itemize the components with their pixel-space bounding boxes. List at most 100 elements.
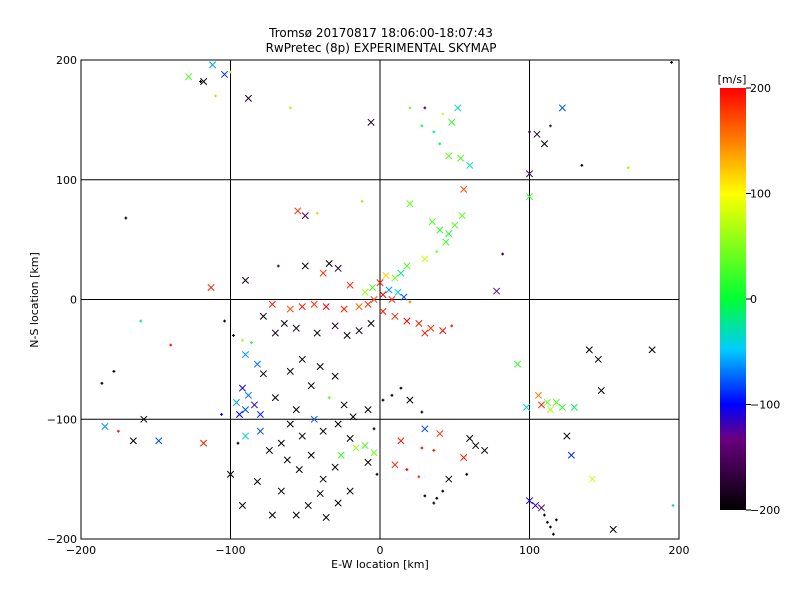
data-point <box>283 456 291 464</box>
data-point <box>626 166 630 170</box>
data-point <box>232 398 241 407</box>
data-point <box>241 338 244 342</box>
data-point <box>408 300 412 304</box>
data-point <box>435 496 439 500</box>
data-point <box>241 406 250 414</box>
data-point <box>316 489 324 498</box>
data-point <box>405 468 409 471</box>
data-point <box>408 106 412 110</box>
data-point <box>276 264 280 268</box>
data-point <box>259 312 267 320</box>
data-point <box>346 434 354 442</box>
data-point <box>439 327 447 335</box>
data-point <box>421 255 429 263</box>
y-tick-label: 200 <box>56 54 77 67</box>
data-point <box>549 525 552 529</box>
data-point <box>546 520 549 524</box>
data-point <box>442 238 450 246</box>
chart-title: Tromsø 20170817 18:06:00-18:07:43 <box>268 26 493 40</box>
data-point <box>525 497 534 505</box>
data-point <box>445 475 453 483</box>
data-point <box>472 442 480 450</box>
y-tick-label: 100 <box>56 174 77 187</box>
plot-frame <box>80 59 680 540</box>
data-point <box>397 269 405 277</box>
data-point <box>292 511 300 519</box>
data-point <box>253 360 261 368</box>
data-point <box>466 434 474 442</box>
data-point <box>397 437 405 445</box>
data-point <box>256 427 264 435</box>
data-point <box>390 393 394 397</box>
data-point <box>534 391 543 399</box>
data-point <box>460 185 468 193</box>
data-point <box>457 154 465 162</box>
data-point <box>528 130 531 134</box>
data-point <box>533 130 541 138</box>
data-point <box>379 307 387 316</box>
data-point <box>580 163 584 167</box>
data-point <box>220 70 229 78</box>
data-point <box>391 312 399 320</box>
data-point <box>268 300 276 308</box>
x-tick-label: −100 <box>215 544 245 557</box>
data-point <box>295 465 303 474</box>
colorbar-tick-label: 200 <box>750 82 771 95</box>
data-point <box>352 444 360 452</box>
data-point <box>116 429 120 433</box>
data-point <box>391 274 399 282</box>
data-point <box>334 420 342 428</box>
colorbar-label: [m/s] <box>718 73 747 86</box>
data-point <box>367 319 375 328</box>
colorbar-ticks: 200 100 0 −100 −200 <box>746 82 780 517</box>
data-point <box>438 142 442 146</box>
data-point <box>423 494 427 498</box>
data-point <box>241 432 250 440</box>
data-point <box>400 293 408 301</box>
data-point <box>376 279 384 287</box>
data-point <box>236 441 240 445</box>
colorbar-tick-label: 0 <box>750 293 757 306</box>
y-tick-label: 0 <box>70 294 77 307</box>
data-point <box>310 415 318 423</box>
data-point <box>322 303 330 311</box>
data-point <box>169 343 173 347</box>
colorbar <box>720 88 746 510</box>
colorbar-tick-label: 100 <box>750 188 771 201</box>
data-point <box>567 451 575 459</box>
data-point <box>417 475 421 479</box>
data-point <box>585 346 593 354</box>
data-point <box>334 499 342 507</box>
x-tick-label: 200 <box>669 544 690 557</box>
data-point <box>232 334 235 337</box>
data-point <box>238 384 247 392</box>
data-point <box>370 295 378 304</box>
data-point <box>394 288 402 296</box>
data-point <box>525 192 534 201</box>
data-point <box>129 437 137 445</box>
y-axis-ticks: −200 −100 0 100 200 <box>47 54 77 546</box>
data-point <box>458 212 466 220</box>
data-point <box>466 161 474 169</box>
data-point <box>399 386 403 390</box>
data-point <box>375 472 379 476</box>
data-point <box>307 451 315 459</box>
data-point <box>436 430 444 438</box>
data-point <box>420 124 424 128</box>
data-point <box>319 475 327 483</box>
data-point <box>364 300 372 308</box>
data-point <box>403 262 411 270</box>
data-point <box>432 448 436 452</box>
data-point <box>436 226 444 234</box>
y-tick-label: −200 <box>47 533 77 546</box>
data-point <box>271 394 279 402</box>
data-point <box>555 518 558 522</box>
data-point <box>552 398 560 407</box>
data-point <box>385 286 393 294</box>
data-point <box>315 211 319 215</box>
data-point <box>423 106 427 110</box>
data-point <box>549 124 552 128</box>
data-point <box>250 401 258 409</box>
data-point <box>310 300 318 308</box>
